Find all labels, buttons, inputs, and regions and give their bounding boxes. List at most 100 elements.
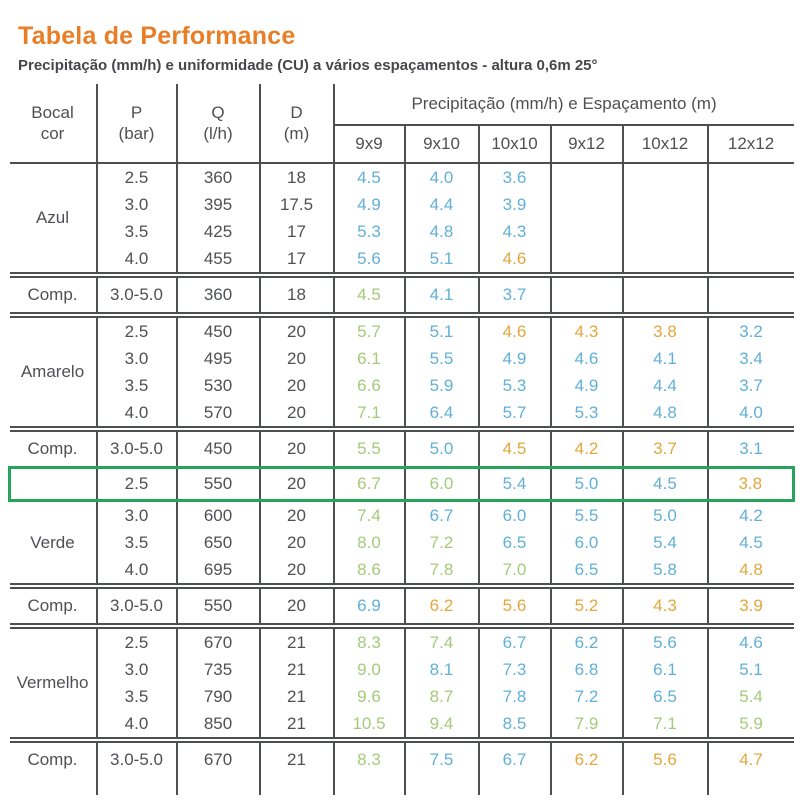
- flow-cell: 450: [175, 426, 260, 468]
- header-spacing-9x12: 9x12: [549, 125, 623, 163]
- header-bocal-line1: Bocal: [31, 102, 74, 122]
- pressure-cell: 3.5: [95, 372, 177, 399]
- precip-value: 6.0: [477, 500, 551, 529]
- stub-cell: [621, 777, 708, 795]
- precip-value: [549, 191, 623, 218]
- precip-value: 9.0: [332, 656, 405, 683]
- header-bocal-cor: Bocal cor: [10, 84, 97, 163]
- precip-value: 4.9: [549, 372, 623, 399]
- precip-value: 3.7: [621, 426, 708, 468]
- precip-value: 8.0: [332, 529, 405, 556]
- pressure-cell: 3.0: [95, 500, 177, 529]
- header-spacing-9x9: 9x9: [332, 125, 405, 163]
- precip-value: 5.3: [549, 399, 623, 429]
- diameter-cell: 20: [258, 315, 334, 345]
- flow-cell: 530: [175, 372, 260, 399]
- pressure-cell: 4.0: [95, 245, 177, 275]
- precip-value: 4.3: [477, 218, 551, 245]
- precip-value: 7.5: [403, 737, 479, 777]
- precip-value: 7.3: [477, 656, 551, 683]
- pressure-cell: 3.0-5.0: [95, 272, 177, 318]
- precip-value: 4.4: [621, 372, 708, 399]
- precip-value: [706, 272, 794, 318]
- precip-value: 8.7: [403, 683, 479, 710]
- stub-cell: [95, 777, 177, 795]
- precip-value: 4.2: [549, 426, 623, 468]
- table-row: Vermelho 2.5 670 21 8.3 7.4 6.7 6.2 5.6 4.6: [10, 626, 794, 692]
- comp-row: Comp. 3.0-5.0 450 20 5.5 5.0 4.5 4.2 3.7 3.1: [9, 426, 794, 468]
- precip-value: 9.4: [403, 710, 479, 740]
- table-row: 3.0 735 21 9.0 8.1 7.3 6.8 6.1 5.1: [10, 656, 794, 683]
- header-spacing-10x10: 10x10: [477, 125, 551, 163]
- pressure-cell: 3.0-5.0: [95, 737, 177, 777]
- pressure-cell: 4.0: [95, 710, 177, 740]
- table-row: 4.0 695 20 8.6 7.8 7.0 6.5 5.8 4.8: [10, 556, 794, 586]
- flow-cell: 550: [175, 583, 260, 629]
- row-label: [8, 466, 97, 502]
- precip-value: 3.4: [706, 345, 794, 372]
- precip-value: 6.1: [621, 656, 708, 683]
- row-label: Vermelho: [16, 673, 89, 692]
- header-spacing-10x12: 10x12: [621, 125, 708, 163]
- flow-cell: 450: [175, 315, 260, 345]
- diameter-cell: 20: [258, 556, 334, 586]
- flow-cell: 600: [175, 500, 260, 529]
- table-row: 3.5 650 20 8.0 7.2 6.5 6.0 5.4 4.5: [10, 529, 794, 556]
- precip-value: 4.9: [332, 191, 405, 218]
- precip-value: 6.8: [549, 656, 623, 683]
- precip-value: 7.1: [621, 710, 708, 740]
- pressure-cell: 3.0-5.0: [95, 426, 177, 468]
- precip-value: 5.0: [549, 466, 623, 502]
- table-row: 3.5 790 21 9.6 8.7 7.8 7.2 6.5 5.4: [10, 683, 794, 710]
- pressure-cell: 2.5: [95, 626, 177, 656]
- precip-value: 6.7: [477, 737, 551, 777]
- flow-cell: 550: [175, 466, 260, 502]
- precip-value: 4.8: [621, 399, 708, 429]
- precip-value: 3.1: [706, 426, 794, 468]
- flow-cell: 395: [175, 191, 260, 218]
- precip-value: 3.8: [706, 466, 796, 502]
- comp-row: Comp. 3.0-5.0 670 21 8.3 7.5 6.7 6.2 5.6 4.7: [9, 737, 794, 777]
- precip-value: 7.4: [403, 626, 479, 656]
- diameter-cell: 20: [258, 426, 334, 468]
- precip-value: 5.4: [477, 466, 551, 502]
- pressure-cell: 3.5: [95, 683, 177, 710]
- precip-value: 8.3: [332, 626, 405, 656]
- precip-value: 6.4: [403, 399, 479, 429]
- pressure-cell: 2.5: [95, 162, 177, 191]
- table-row: 3.5 530 20 6.6 5.9 5.3 4.9 4.4 3.7: [10, 372, 794, 399]
- diameter-cell: 20: [258, 529, 334, 556]
- precip-value: 4.3: [549, 315, 623, 345]
- header-d-line2: (m): [283, 124, 310, 143]
- precip-value: 3.7: [706, 372, 794, 399]
- precip-value: [621, 191, 708, 218]
- flow-cell: 455: [175, 245, 260, 275]
- precip-value: 7.1: [332, 399, 405, 429]
- table-row: Amarelo 2.5 450 20 5.7 5.1 4.6 4.3 3.8 3.2: [10, 315, 794, 381]
- row-label: Amarelo: [20, 362, 85, 381]
- precip-value: 6.6: [332, 372, 405, 399]
- header-spacing-12x12: 12x12: [706, 125, 794, 163]
- precip-value: [621, 245, 708, 275]
- diameter-cell: 20: [258, 372, 334, 399]
- precip-value: 7.8: [477, 683, 551, 710]
- precip-value: [621, 162, 708, 191]
- precip-value: 5.1: [403, 315, 479, 345]
- flow-cell: 570: [175, 399, 260, 429]
- diameter-cell: 17: [258, 218, 334, 245]
- precip-value: 4.6: [549, 345, 623, 372]
- stub-cell: [549, 777, 623, 795]
- flow-cell: 360: [175, 272, 260, 318]
- table-bottom-stub: [10, 777, 794, 795]
- precip-value: [621, 218, 708, 245]
- diameter-cell: 21: [258, 626, 334, 656]
- precip-value: 5.6: [332, 245, 405, 275]
- precip-value: 7.2: [403, 529, 479, 556]
- diameter-cell: 21: [258, 683, 334, 710]
- precip-value: 4.0: [403, 162, 479, 191]
- precip-value: 8.3: [332, 737, 405, 777]
- header-p-line2: (bar): [118, 124, 155, 143]
- precip-value: [706, 245, 794, 275]
- precip-value: 4.5: [621, 466, 708, 502]
